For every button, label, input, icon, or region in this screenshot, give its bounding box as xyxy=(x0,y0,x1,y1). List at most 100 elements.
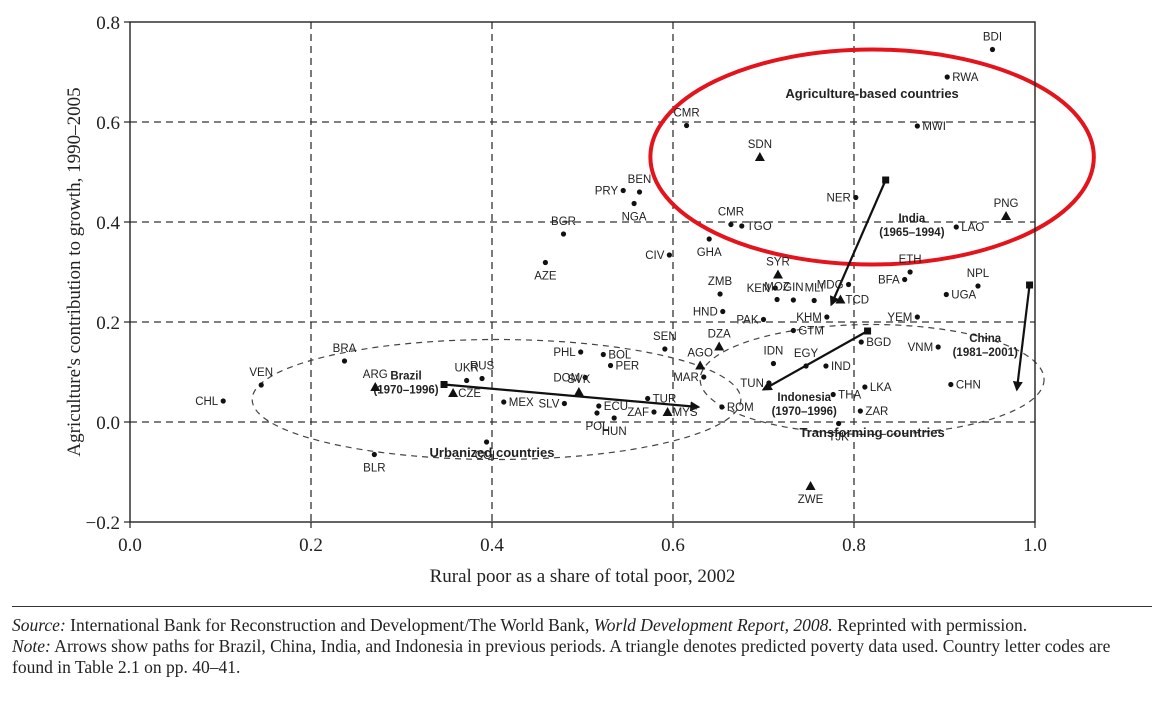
group-ellipse xyxy=(648,47,1096,267)
point-circle xyxy=(944,74,950,80)
point-label: MAR xyxy=(673,372,699,384)
point-label: GTM xyxy=(798,326,824,338)
point-label: TJK xyxy=(828,432,849,444)
point-circle xyxy=(772,285,778,291)
point-circle xyxy=(943,291,949,298)
point-label: ZWE xyxy=(798,494,824,506)
point-label: PRY xyxy=(595,186,619,198)
point-circle xyxy=(701,374,707,380)
group-ellipses: Agriculture-based countries Urbanized cou… xyxy=(251,47,1096,461)
point-label: EGY xyxy=(794,348,819,360)
plot-frame xyxy=(129,21,1036,523)
path-label: Brazil xyxy=(390,371,421,383)
point-circle xyxy=(760,316,767,323)
point-triangle xyxy=(754,152,765,161)
point-circle xyxy=(620,187,626,194)
point-label: CHN xyxy=(956,380,981,392)
notes-divider xyxy=(12,606,1152,607)
point-label: GIN xyxy=(783,282,803,294)
point-triangle xyxy=(662,407,673,416)
point-circle xyxy=(824,314,830,320)
source-label: Source: xyxy=(12,615,66,635)
group-ellipse xyxy=(699,323,1045,436)
point-circle xyxy=(858,339,864,345)
point-label: LKA xyxy=(870,382,892,394)
point-circle xyxy=(501,399,507,405)
point-label: ZAR xyxy=(865,406,888,418)
path-arrow xyxy=(443,383,701,412)
point-circle xyxy=(790,297,796,303)
y-tick-label: 0.0 xyxy=(96,413,120,434)
point-circle xyxy=(989,46,996,53)
x-tick-label: 0.8 xyxy=(842,535,866,556)
point-label: TCD xyxy=(845,295,869,307)
point-label: SDN xyxy=(748,139,772,151)
point-circle xyxy=(662,346,668,352)
point-triangle xyxy=(805,481,816,490)
point-label: VEN xyxy=(249,367,273,379)
point-label: MLI xyxy=(805,283,824,295)
point-label: UGA xyxy=(951,290,976,302)
point-label: TGO xyxy=(747,221,772,233)
group-label: Agriculture-based countries xyxy=(785,86,958,101)
path-label-years: (1970–1996) xyxy=(373,385,438,397)
point-label: KHM xyxy=(796,312,822,324)
point-label: RWA xyxy=(952,72,979,84)
point-label: NER xyxy=(827,193,851,205)
point-circle xyxy=(914,123,920,129)
point-circle xyxy=(811,297,817,304)
point-circle xyxy=(611,415,617,421)
point-circle xyxy=(258,382,264,388)
point-circle xyxy=(953,224,959,230)
point-label: BGR xyxy=(551,216,576,228)
point-label: PNG xyxy=(994,198,1019,210)
path-label-years: (1981–2001) xyxy=(953,347,1018,359)
y-axis-title: Agriculture's contribution to growth, 19… xyxy=(64,87,85,456)
point-triangle xyxy=(835,294,846,304)
path-label: India xyxy=(898,213,925,225)
point-label: PAK xyxy=(736,315,758,327)
point-circle xyxy=(479,375,485,382)
point-circle xyxy=(464,377,470,384)
point-label: SEN xyxy=(653,331,677,343)
point-label: BGD xyxy=(866,337,891,349)
point-circle xyxy=(220,398,226,404)
point-label: POL xyxy=(585,421,609,433)
point-label: CHL xyxy=(195,396,219,408)
point-label: KEN xyxy=(747,283,771,295)
point-label: LAO xyxy=(961,222,984,234)
point-label: IND xyxy=(831,361,851,373)
group-label: Transforming countries xyxy=(799,425,944,440)
point-label: BFA xyxy=(878,275,900,287)
y-tick-label: 0.6 xyxy=(96,113,120,134)
point-triangle xyxy=(695,360,706,370)
path-arrow xyxy=(761,330,869,391)
point-circle xyxy=(560,231,567,237)
x-tick-label: 1.0 xyxy=(1023,535,1047,556)
point-label: RUS xyxy=(470,361,495,373)
point-label: VNM xyxy=(908,342,934,354)
point-circle xyxy=(636,189,643,195)
source-title: World Development Report, 2008. xyxy=(593,615,833,635)
point-circle xyxy=(907,269,913,275)
source-note: Source: International Bank for Reconstru… xyxy=(12,615,1152,636)
point-label: UKR xyxy=(455,363,479,375)
grid xyxy=(130,22,1035,522)
point-label: CZE xyxy=(458,388,481,400)
point-circle xyxy=(717,291,723,297)
figure-notes: Source: International Bank for Reconstru… xyxy=(12,606,1152,678)
point-circle xyxy=(862,384,868,390)
source-text-2: Reprinted with permission. xyxy=(832,615,1028,635)
point-circle xyxy=(774,296,780,303)
y-tick-label: 0.2 xyxy=(96,313,120,334)
point-circle xyxy=(853,194,859,201)
point-circle xyxy=(790,327,796,334)
point-circle xyxy=(770,360,777,367)
point-label: PHL xyxy=(553,347,576,359)
point-label: DZA xyxy=(708,329,731,341)
point-label: AZE xyxy=(534,271,557,283)
point-triangle xyxy=(573,387,584,396)
y-tick-label: 0.8 xyxy=(96,13,120,34)
point-circle xyxy=(594,410,600,416)
